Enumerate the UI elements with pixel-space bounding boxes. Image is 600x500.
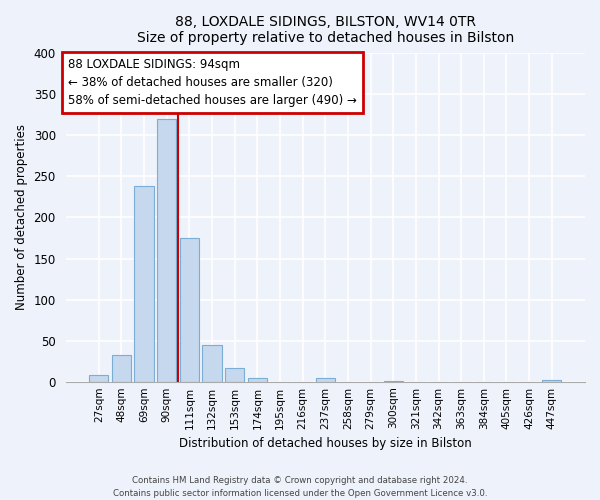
Bar [316, 378, 335, 382]
Bar [383, 381, 403, 382]
X-axis label: Distribution of detached houses by size in Bilston: Distribution of detached houses by size … [179, 437, 472, 450]
Text: 88 LOXDALE SIDINGS: 94sqm
← 38% of detached houses are smaller (320)
58% of semi: 88 LOXDALE SIDINGS: 94sqm ← 38% of detac… [68, 58, 357, 107]
Y-axis label: Number of detached properties: Number of detached properties [15, 124, 28, 310]
Bar [157, 119, 176, 382]
Bar [202, 344, 221, 382]
Bar [89, 375, 109, 382]
Bar [112, 356, 131, 382]
Title: 88, LOXDALE SIDINGS, BILSTON, WV14 0TR
Size of property relative to detached hou: 88, LOXDALE SIDINGS, BILSTON, WV14 0TR S… [137, 15, 514, 45]
Bar [180, 238, 199, 382]
Text: Contains HM Land Registry data © Crown copyright and database right 2024.
Contai: Contains HM Land Registry data © Crown c… [113, 476, 487, 498]
Bar [134, 186, 154, 382]
Bar [542, 380, 562, 382]
Bar [225, 368, 244, 382]
Bar [248, 378, 267, 382]
